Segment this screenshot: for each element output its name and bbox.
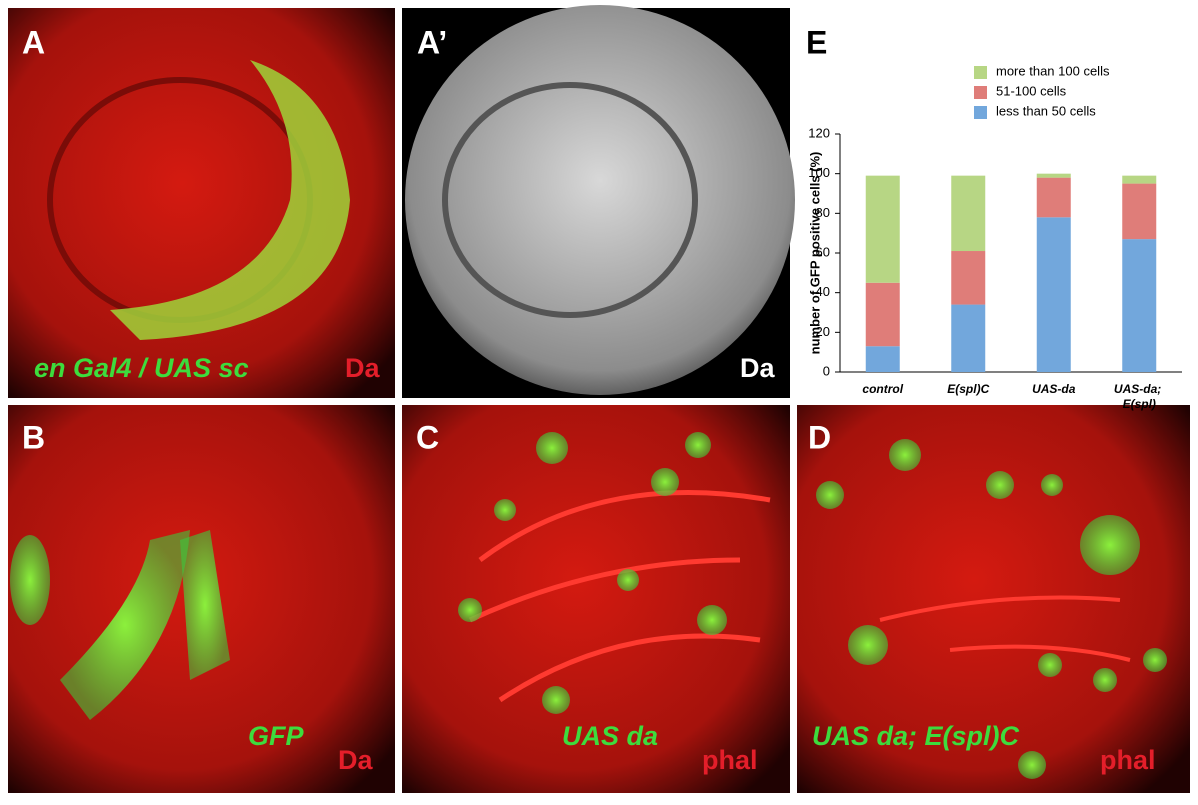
legend-label: 51-100 cells [996,83,1067,98]
y-tick-label: 40 [816,284,830,299]
bar-segment [1122,183,1157,240]
panel-d: D UAS da; E(spl)C phal [797,405,1190,793]
legend-swatch [974,66,987,79]
panel-label: B [22,419,45,455]
caption: en Gal4 / UAS sc [34,353,249,383]
legend-swatch [974,86,987,99]
caption: phal [1100,745,1156,775]
y-tick-label: 80 [816,205,830,220]
panel-label: D [808,419,831,455]
y-tick-label: 60 [816,244,830,259]
panel-label: E [806,24,827,60]
caption: UAS da [562,721,658,751]
caption: Da [740,353,775,383]
legend-label: less than 50 cells [996,103,1096,118]
x-tick-label: control [862,382,903,396]
bar-segment [865,346,900,372]
panel-c: C UAS da phal [402,405,790,793]
caption: GFP [248,721,304,751]
y-tick-label: 20 [816,324,830,339]
y-tick-label: 100 [808,165,830,180]
panel-label: A’ [417,24,447,60]
caption: UAS da; E(spl)C [812,721,1020,751]
bar-segment [951,304,986,372]
y-tick-label: 0 [823,363,830,378]
y-axis-label: number of GFP positive cells (%) [807,152,822,355]
bar-segment [951,251,986,305]
caption: Da [345,353,380,383]
legend-label: more than 100 cells [996,63,1110,78]
caption: Da [338,745,373,775]
bar-segment [865,175,900,283]
panel-a: A en Gal4 / UAS sc Da [8,8,395,398]
panel-a-prime: A’ Da [402,5,795,398]
legend-swatch [974,106,987,119]
bar-segment [865,282,900,347]
bar-segment [1122,239,1157,372]
bar-segment [951,175,986,252]
panel-label: C [416,419,439,455]
panel-label: A [22,24,45,60]
bar-segment [1036,177,1071,218]
x-tick-label: UAS-da; E(spl) [1114,382,1165,411]
chart: 0 20 40 60 80 100 120 number of GFP positive ce… [807,63,1182,411]
bar-segment [1036,173,1071,178]
x-tick-label: E(spl)C [947,382,989,396]
bar-segment [1122,175,1157,184]
bar-segment [1036,217,1071,372]
caption: phal [702,745,758,775]
x-tick-label: UAS-da [1032,382,1076,396]
panel-b: B GFP Da [8,405,395,793]
y-tick-label: 120 [808,125,830,140]
